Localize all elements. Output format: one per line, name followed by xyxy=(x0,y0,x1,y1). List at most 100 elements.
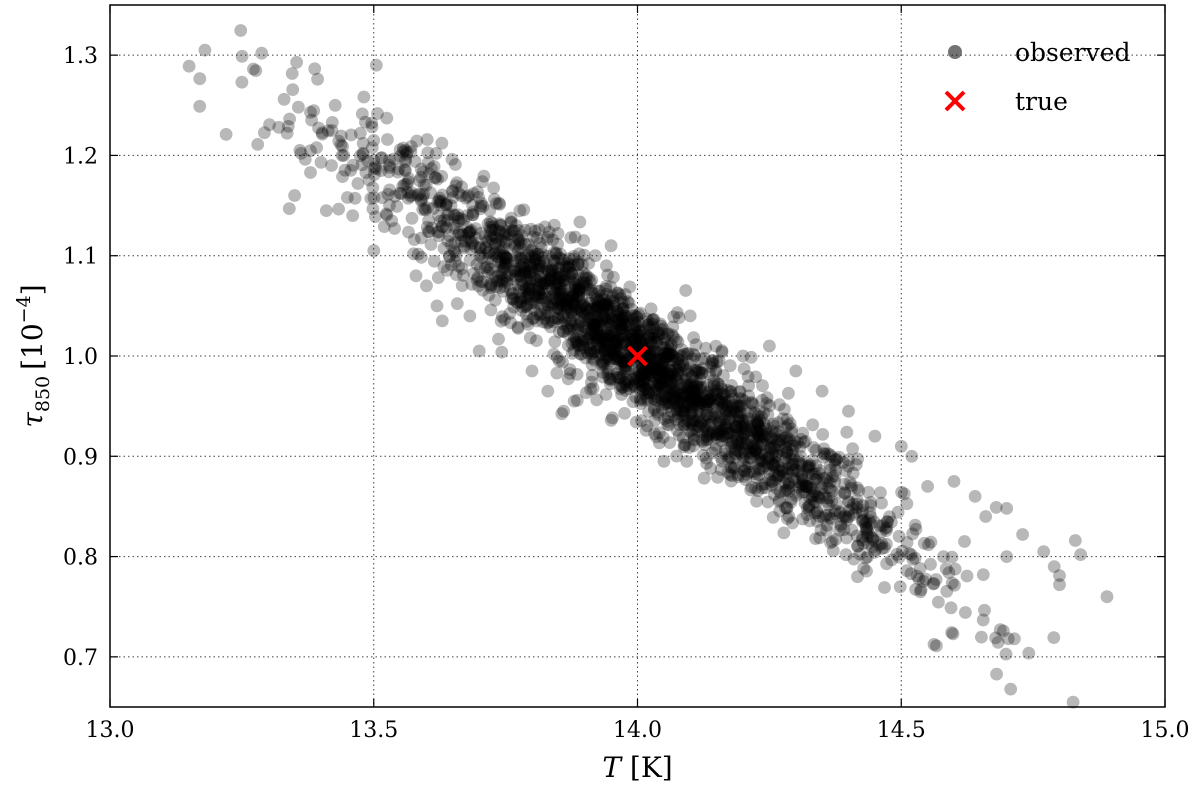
observed-point xyxy=(570,288,584,302)
observed-point xyxy=(789,488,803,502)
observed-point xyxy=(859,517,872,531)
observed-point xyxy=(868,545,882,559)
observed-point xyxy=(513,284,526,298)
observed-point xyxy=(491,231,504,245)
observed-point xyxy=(443,249,456,263)
observed-point xyxy=(711,384,725,398)
observed-point xyxy=(746,447,760,461)
observed-point xyxy=(597,313,610,326)
observed-point xyxy=(587,328,601,342)
observed-point xyxy=(549,272,562,286)
observed-point xyxy=(492,237,505,251)
observed-point xyxy=(517,257,530,271)
observed-point xyxy=(664,347,678,361)
observed-point xyxy=(742,457,756,471)
observed-point xyxy=(356,148,370,161)
observed-point xyxy=(452,214,466,228)
observed-point xyxy=(612,318,626,332)
observed-point xyxy=(530,259,544,272)
observed-point xyxy=(700,429,714,443)
observed-point xyxy=(604,413,618,427)
observed-point xyxy=(383,161,396,174)
observed-point xyxy=(666,367,679,381)
observed-point xyxy=(420,279,433,293)
observed-point xyxy=(532,278,545,292)
observed-point xyxy=(411,247,425,261)
observed-point xyxy=(864,510,878,524)
observed-point xyxy=(753,405,766,418)
observed-point xyxy=(674,378,688,391)
observed-point xyxy=(875,542,889,555)
observed-point xyxy=(613,354,627,368)
observed-point xyxy=(547,218,561,232)
observed-point xyxy=(695,396,708,410)
observed-point xyxy=(427,254,441,268)
observed-point xyxy=(255,46,269,60)
observed-point xyxy=(760,391,774,405)
observed-point xyxy=(720,431,734,445)
observed-point xyxy=(755,393,769,407)
observed-point xyxy=(766,511,780,524)
observed-point xyxy=(393,150,407,163)
observed-point xyxy=(365,116,379,130)
observed-point xyxy=(766,425,780,438)
observed-point xyxy=(642,385,655,399)
observed-point xyxy=(618,316,632,329)
observed-point xyxy=(737,415,750,428)
observed-point xyxy=(567,250,581,263)
observed-point xyxy=(717,388,730,402)
observed-point xyxy=(544,279,557,293)
observed-point xyxy=(585,325,599,339)
observed-point xyxy=(669,369,683,383)
observed-point xyxy=(651,362,665,375)
observed-point xyxy=(740,467,754,481)
observed-point xyxy=(787,463,801,477)
observed-point xyxy=(616,329,630,342)
observed-point xyxy=(431,271,445,284)
observed-point xyxy=(542,300,556,313)
observed-point xyxy=(707,373,720,387)
observed-point xyxy=(732,444,746,458)
observed-point xyxy=(615,297,629,311)
observed-point xyxy=(1001,632,1015,646)
observed-point xyxy=(544,268,558,282)
observed-point xyxy=(691,380,704,393)
observed-point xyxy=(990,667,1003,681)
observed-point xyxy=(598,336,612,349)
observed-point xyxy=(604,373,618,387)
observed-point xyxy=(808,472,822,486)
observed-point xyxy=(855,533,869,547)
observed-point xyxy=(654,323,668,337)
observed-point xyxy=(422,167,436,181)
observed-point xyxy=(780,501,794,515)
observed-point xyxy=(616,310,629,324)
observed-point xyxy=(842,453,855,466)
observed-point xyxy=(485,278,498,291)
observed-point xyxy=(480,260,494,274)
observed-point xyxy=(432,194,446,207)
observed-point xyxy=(506,287,520,300)
observed-point xyxy=(534,308,547,322)
observed-point xyxy=(540,308,553,322)
observed-point xyxy=(763,339,776,353)
observed-point xyxy=(679,379,692,393)
observed-point xyxy=(892,550,906,564)
observed-point xyxy=(749,418,763,431)
observed-point xyxy=(810,495,823,509)
observed-point xyxy=(463,253,477,267)
observed-point xyxy=(744,396,758,410)
observed-point xyxy=(810,489,824,503)
observed-point xyxy=(739,414,753,428)
observed-point xyxy=(630,333,644,347)
observed-point xyxy=(603,354,617,368)
observed-point xyxy=(623,332,636,346)
observed-point xyxy=(590,300,604,314)
observed-point xyxy=(770,482,784,495)
observed-point xyxy=(754,452,768,466)
observed-point xyxy=(451,211,465,225)
observed-point xyxy=(793,440,807,454)
observed-point xyxy=(561,319,575,333)
observed-point xyxy=(494,219,508,232)
observed-point xyxy=(445,152,459,166)
observed-point xyxy=(839,548,853,562)
